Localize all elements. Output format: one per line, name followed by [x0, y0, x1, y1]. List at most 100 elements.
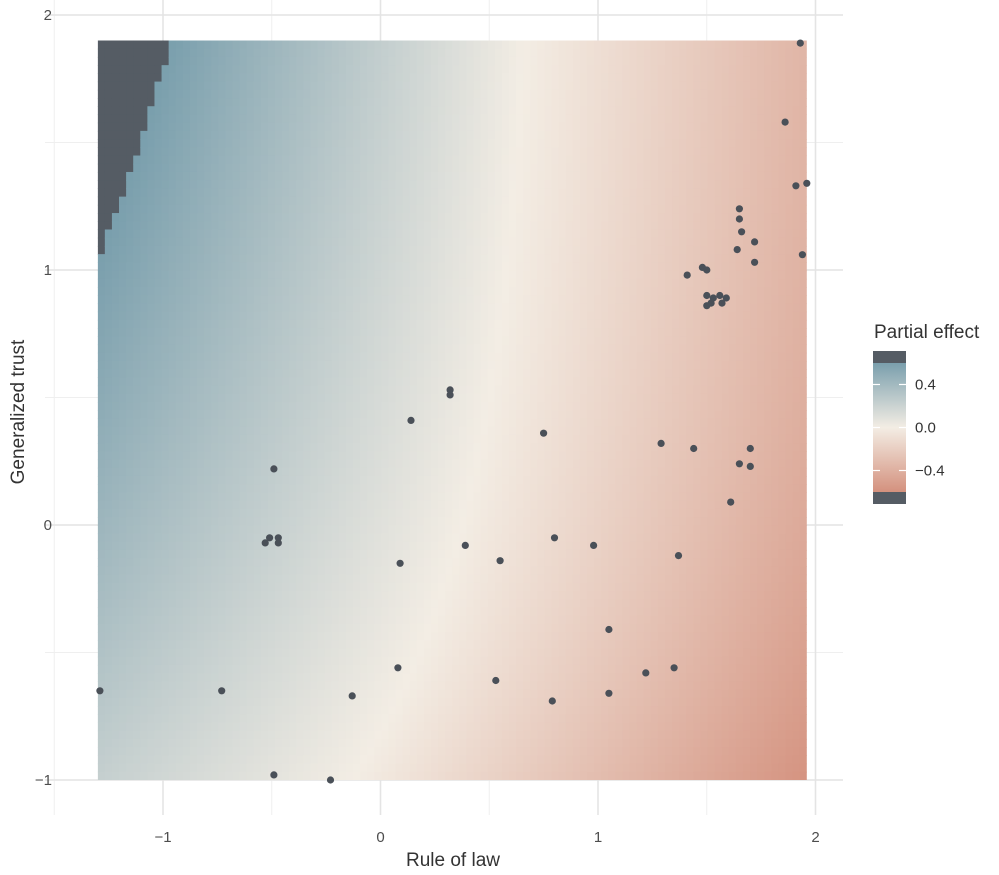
heatmap-cell: [140, 632, 148, 641]
heatmap-cell: [388, 106, 397, 116]
heatmap-cell: [119, 434, 127, 444]
heatmap-cell: [97, 344, 106, 354]
heatmap-cell: [225, 336, 234, 346]
heatmap-cell: [416, 188, 425, 198]
heatmap-cell: [303, 566, 312, 576]
heatmap-cell: [466, 681, 475, 691]
heatmap-cell: [310, 319, 319, 329]
heatmap-cell: [438, 730, 446, 740]
heatmap-cell: [388, 747, 397, 756]
heatmap-cell: [154, 56, 163, 66]
heatmap-cell: [445, 648, 453, 658]
heatmap-cell: [289, 328, 297, 337]
heatmap-cell: [189, 763, 198, 773]
heatmap-cell: [431, 558, 439, 567]
heatmap-cell: [388, 278, 397, 288]
heatmap-cell: [133, 607, 141, 617]
heatmap-cell: [345, 122, 354, 132]
heatmap-cell: [473, 582, 482, 592]
heatmap-cell: [367, 763, 375, 773]
heatmap-cell: [324, 278, 333, 288]
heatmap-cell: [324, 122, 333, 132]
heatmap-cell: [204, 599, 212, 609]
heatmap-cell: [360, 664, 368, 674]
heatmap-cell: [402, 722, 411, 732]
heatmap-cell: [260, 278, 269, 288]
heatmap-cell: [232, 180, 241, 189]
heatmap-cell: [246, 574, 255, 584]
heatmap-cell: [140, 303, 148, 313]
heatmap-cell: [211, 574, 219, 584]
heatmap-cell: [175, 278, 184, 288]
heatmap-cell: [324, 98, 333, 107]
heatmap-cell: [338, 599, 347, 609]
heatmap-cell: [338, 755, 347, 765]
heatmap-cell: [303, 558, 312, 567]
heatmap-cell: [211, 747, 219, 756]
heatmap-cell: [445, 459, 453, 469]
heatmap-cell: [267, 459, 276, 469]
heatmap-cell: [232, 492, 241, 502]
heatmap-cell: [331, 336, 340, 346]
heatmap-cell: [111, 155, 120, 165]
heatmap-cell: [275, 451, 283, 461]
heatmap-cell: [331, 722, 340, 732]
heatmap-cell: [189, 204, 198, 214]
heatmap-cell: [111, 714, 120, 724]
heatmap-cell: [204, 311, 212, 321]
heatmap-cell: [367, 738, 375, 748]
heatmap-cell: [303, 623, 312, 633]
heatmap-cell: [275, 163, 283, 173]
heatmap-cell: [104, 689, 113, 699]
heatmap-cell: [111, 747, 120, 756]
heatmap-cell: [119, 706, 127, 715]
heatmap-cell: [239, 311, 248, 321]
heatmap-cell: [473, 81, 482, 91]
heatmap-cell: [445, 204, 453, 214]
heatmap-cell: [140, 426, 148, 436]
heatmap-cell: [211, 81, 219, 91]
heatmap-cell: [126, 591, 134, 600]
heatmap-cell: [161, 632, 170, 641]
heatmap-cell: [182, 591, 191, 600]
heatmap-cell: [275, 418, 283, 428]
heatmap-cell: [246, 525, 255, 535]
heatmap-cell: [381, 443, 390, 452]
heatmap-cell: [126, 393, 134, 403]
heatmap-cell: [126, 500, 134, 510]
heatmap-cell: [402, 385, 411, 395]
heatmap-cell: [239, 188, 248, 198]
heatmap-cell: [452, 319, 460, 329]
heatmap-cell: [381, 254, 390, 263]
heatmap-cell: [161, 311, 170, 321]
heatmap-cell: [388, 549, 397, 559]
heatmap-cell: [345, 467, 354, 477]
heatmap-cell: [381, 122, 390, 132]
heatmap-cell: [126, 352, 134, 362]
heatmap-cell: [345, 40, 354, 50]
heatmap-cell: [133, 484, 141, 494]
heatmap-cell: [211, 221, 219, 231]
heatmap-cell: [260, 492, 269, 502]
heatmap-cell: [402, 48, 411, 58]
heatmap-cell: [253, 697, 262, 707]
heatmap-cell: [374, 319, 382, 329]
heatmap-cell: [197, 475, 205, 485]
heatmap-cell: [289, 254, 297, 263]
heatmap-cell: [168, 599, 177, 609]
heatmap-cell: [374, 262, 382, 272]
heatmap-cell: [416, 393, 425, 403]
heatmap-cell: [402, 623, 411, 633]
heatmap-cell: [331, 689, 340, 699]
heatmap-cell: [204, 738, 212, 748]
heatmap-cell: [253, 475, 262, 485]
heatmap-cell: [197, 681, 205, 691]
heatmap-cell: [260, 221, 269, 231]
heatmap-cell: [225, 254, 234, 263]
heatmap-cell: [275, 385, 283, 395]
heatmap-cell: [296, 714, 304, 724]
heatmap-cell: [303, 89, 312, 99]
heatmap-cell: [388, 369, 397, 378]
heatmap-cell: [168, 147, 177, 157]
heatmap-cell: [225, 311, 234, 321]
